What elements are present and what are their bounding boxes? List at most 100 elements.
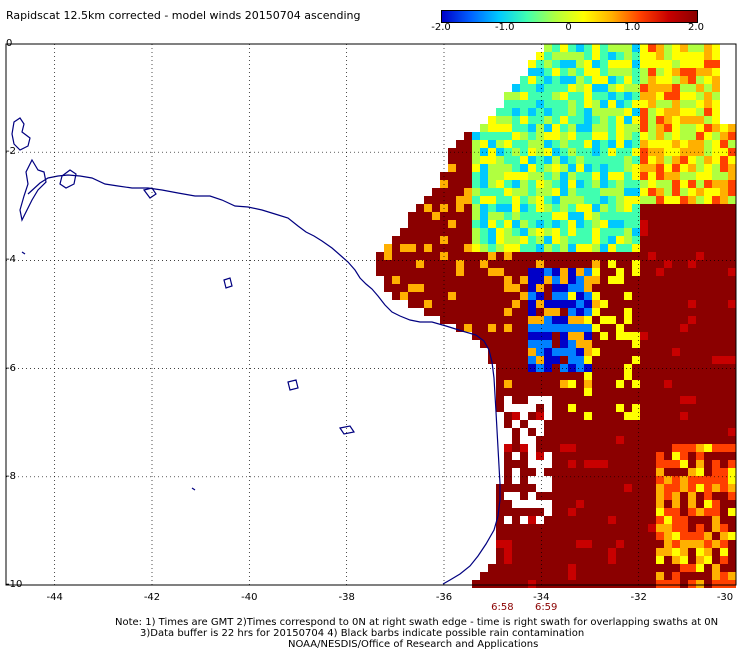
- wind-cell: [544, 388, 552, 396]
- wind-cell: [584, 300, 592, 308]
- wind-cell: [632, 236, 640, 244]
- wind-cell: [464, 260, 472, 268]
- wind-cell: [520, 204, 528, 212]
- wind-cell: [448, 180, 456, 188]
- wind-cell: [496, 116, 504, 124]
- wind-cell: [608, 500, 616, 508]
- wind-cell: [640, 556, 648, 564]
- wind-cell: [544, 236, 552, 244]
- wind-cell: [728, 332, 736, 340]
- wind-cell: [632, 388, 640, 396]
- wind-cell: [672, 108, 680, 116]
- wind-cell: [592, 204, 600, 212]
- wind-cell: [632, 412, 640, 420]
- wind-cell: [592, 220, 600, 228]
- wind-cell: [536, 188, 544, 196]
- colorbar-tick: 1.0: [624, 22, 641, 33]
- wind-cell: [472, 236, 480, 244]
- wind-cell: [528, 220, 536, 228]
- wind-cell: [672, 468, 680, 476]
- latitude-label: -8: [6, 470, 16, 482]
- wind-cell: [568, 404, 576, 412]
- wind-cell: [648, 300, 656, 308]
- wind-cell: [568, 572, 576, 580]
- wind-cell: [520, 364, 528, 372]
- wind-cell: [560, 452, 568, 460]
- wind-cell: [584, 76, 592, 84]
- wind-cell: [472, 220, 480, 228]
- wind-cell: [600, 324, 608, 332]
- wind-cell: [480, 316, 488, 324]
- wind-cell: [568, 164, 576, 172]
- wind-cell: [728, 468, 736, 476]
- wind-cell: [592, 348, 600, 356]
- wind-cell: [560, 292, 568, 300]
- wind-cell: [512, 292, 520, 300]
- wind-cell: [560, 556, 568, 564]
- wind-cell: [624, 172, 632, 180]
- latitude-label: -2: [6, 146, 16, 158]
- wind-cell: [552, 372, 560, 380]
- wind-cell: [584, 380, 592, 388]
- wind-cell: [584, 324, 592, 332]
- wind-cell: [696, 516, 704, 524]
- wind-cell: [528, 380, 536, 388]
- wind-cell: [624, 324, 632, 332]
- wind-cell: [672, 572, 680, 580]
- wind-cell: [560, 516, 568, 524]
- wind-cell: [520, 524, 528, 532]
- wind-cell: [560, 340, 568, 348]
- wind-cell: [728, 492, 736, 500]
- colorbar-tick: -1.0: [494, 22, 515, 33]
- wind-cell: [664, 460, 672, 468]
- wind-cell: [608, 236, 616, 244]
- wind-cell: [704, 468, 712, 476]
- wind-cell: [688, 140, 696, 148]
- wind-cell: [648, 428, 656, 436]
- wind-cell: [464, 212, 472, 220]
- wind-cell: [664, 340, 672, 348]
- wind-cell: [712, 148, 720, 156]
- coastline-island-8: [21, 251, 26, 255]
- wind-cell: [608, 372, 616, 380]
- wind-cell: [728, 140, 736, 148]
- wind-cell: [624, 468, 632, 476]
- wind-cell: [616, 484, 624, 492]
- wind-cell: [600, 340, 608, 348]
- wind-cell: [560, 532, 568, 540]
- wind-cell: [656, 436, 664, 444]
- wind-cell: [680, 68, 688, 76]
- wind-cell: [680, 476, 688, 484]
- wind-cell: [504, 484, 512, 492]
- wind-cell: [640, 124, 648, 132]
- wind-cell: [592, 300, 600, 308]
- wind-cell: [584, 84, 592, 92]
- wind-cell: [704, 580, 712, 588]
- wind-cell: [536, 540, 544, 548]
- wind-cell: [712, 548, 720, 556]
- wind-cell: [720, 404, 728, 412]
- wind-cell: [496, 196, 504, 204]
- wind-cell: [672, 532, 680, 540]
- wind-cell: [472, 204, 480, 212]
- wind-cell: [592, 380, 600, 388]
- wind-cell: [672, 564, 680, 572]
- wind-cell: [712, 332, 720, 340]
- wind-cell: [632, 228, 640, 236]
- wind-cell: [544, 244, 552, 252]
- wind-cell: [448, 236, 456, 244]
- wind-cell: [656, 476, 664, 484]
- wind-cell: [672, 92, 680, 100]
- wind-cell: [472, 148, 480, 156]
- wind-cell: [632, 172, 640, 180]
- wind-cell: [704, 44, 712, 52]
- wind-cell: [496, 204, 504, 212]
- wind-cell: [712, 572, 720, 580]
- wind-cell: [568, 316, 576, 324]
- wind-cell: [680, 364, 688, 372]
- wind-cell: [600, 444, 608, 452]
- wind-cell: [592, 396, 600, 404]
- wind-cell: [384, 276, 392, 284]
- wind-cell: [568, 380, 576, 388]
- wind-cell: [616, 492, 624, 500]
